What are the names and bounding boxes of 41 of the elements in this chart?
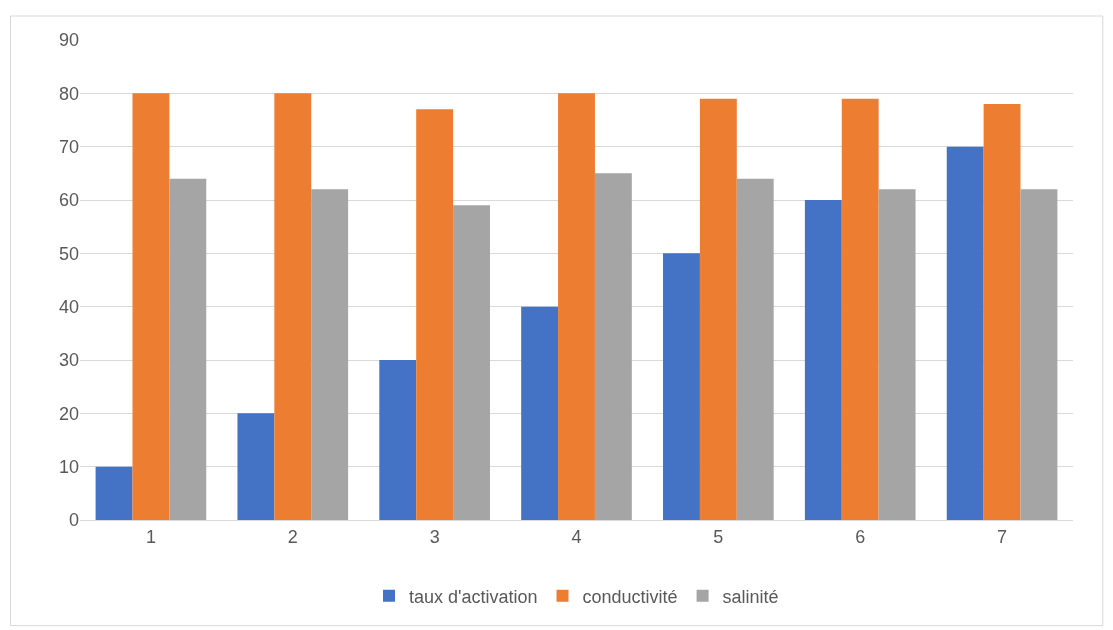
y-tick-label: 30 [58, 350, 79, 371]
x-tick-label: 1 [145, 526, 156, 547]
bar [699, 98, 737, 520]
y-tick-label: 50 [58, 243, 79, 264]
bar [274, 93, 312, 520]
bar [311, 189, 349, 520]
bar [594, 173, 632, 520]
bar [946, 146, 984, 520]
bar [1020, 189, 1058, 520]
x-tick-label: 5 [713, 526, 724, 547]
bar [878, 189, 916, 520]
y-tick-label: 0 [68, 510, 79, 531]
x-tick-label: 7 [997, 526, 1008, 547]
x-tick-label: 4 [571, 526, 582, 547]
bar [169, 178, 207, 520]
bar [983, 104, 1021, 520]
y-tick-label: 10 [58, 456, 79, 477]
y-tick-label: 90 [58, 30, 79, 51]
x-tick-label: 2 [287, 526, 298, 547]
x-tick-label: 3 [429, 526, 440, 547]
bar [558, 93, 595, 520]
y-tick-label: 40 [58, 296, 79, 317]
bar [841, 98, 879, 520]
bar [95, 466, 133, 520]
bar [379, 360, 417, 520]
bar [237, 413, 275, 520]
bar [736, 178, 774, 520]
legend-label: taux d'activation [409, 586, 538, 607]
y-tick-label: 60 [58, 190, 79, 211]
legend-label: salinité [722, 586, 779, 607]
bar [521, 306, 559, 520]
bar [132, 93, 170, 520]
y-tick-label: 20 [58, 403, 79, 424]
y-tick-label: 80 [58, 83, 79, 104]
legend-label: conductivité [582, 586, 678, 607]
bar [804, 200, 842, 520]
bar [453, 205, 490, 520]
bar [416, 109, 454, 520]
y-tick-label: 70 [58, 136, 79, 157]
x-tick-label: 6 [855, 526, 866, 547]
bar [663, 253, 700, 520]
